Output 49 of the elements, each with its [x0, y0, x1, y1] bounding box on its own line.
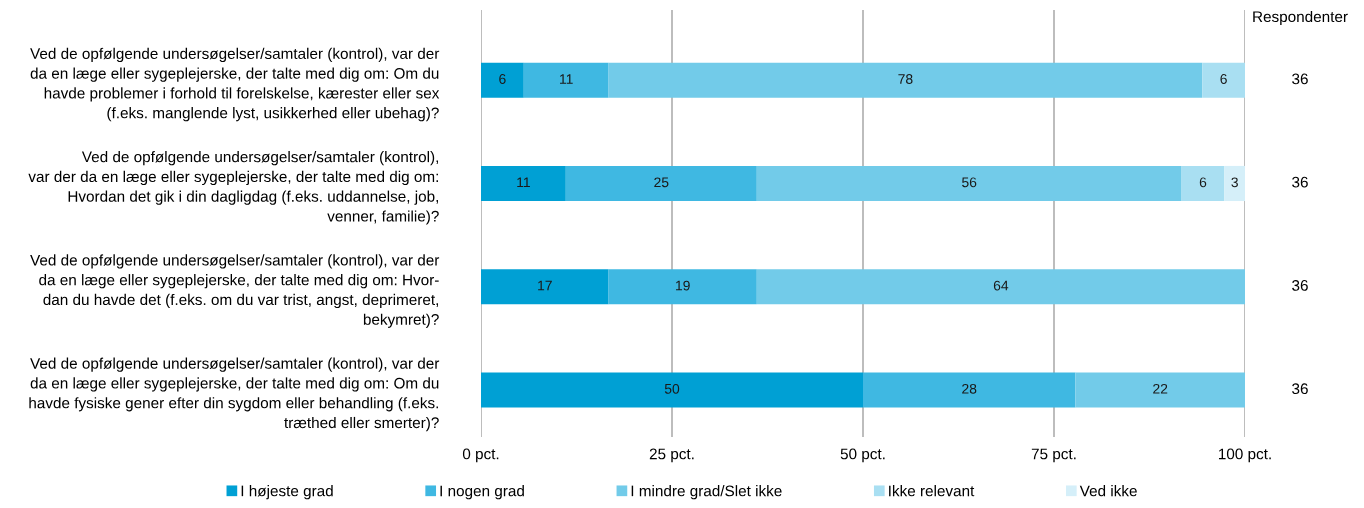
bar [481, 62, 524, 98]
text: 36 [1292, 280, 1308, 291]
data-label: 6 [1199, 177, 1207, 188]
y-tick-label: Ved de opfølgende undersøgelser/samtaler (kontrol), var der da en læge eller sygeplejerske, der talte med dig om: Hvor- dan du havde det (f.eks. om du var trist, angst, deprimeret, bekymret)? [30, 254, 440, 328]
data-label: 22 [1153, 383, 1168, 394]
bar [523, 62, 609, 98]
data-label: 56 [962, 177, 977, 188]
data-label: 19 [676, 280, 690, 291]
x-tick-label: 75 pct. [1031, 448, 1076, 463]
legend-label: Ikke relevant [889, 485, 975, 497]
bar [863, 372, 1076, 408]
text: Respondenter [1253, 10, 1348, 26]
bar [1202, 62, 1245, 98]
bar [481, 165, 566, 202]
data-label: 11 [517, 177, 530, 188]
text: 36 [1292, 383, 1308, 395]
data-label: 11 [560, 74, 573, 84]
data-label: 17 [538, 280, 552, 291]
data-label: 3 [1231, 177, 1238, 188]
data-label: 78 [898, 74, 913, 84]
x-tick-label: 100 pct. [1218, 448, 1271, 463]
text: 36 [1292, 73, 1308, 85]
legend-label: I højeste grad [241, 485, 333, 500]
text: 36 [1292, 176, 1308, 188]
data-label: 6 [499, 74, 506, 84]
data-label: 28 [962, 383, 977, 394]
y-tick-label: Ved de opfølgende undersøgelser/samtaler (kontrol), var der da en læge eller sygeplejerske, der talte med dig om: Hvordan det gik i din dagligdag (f.eks. uddannelse, job, venner, familie)? [28, 151, 439, 225]
bar [608, 62, 1203, 98]
bar [1224, 165, 1245, 202]
y-tick-label: Ved de opfølgende undersøgelser/samtaler (kontrol), var der da en læge eller sygeplejerske, der talte med dig om: Om du havde fysiske gener efter din sygdom eller behandling (f.eks. træthed eller smerter)? [29, 357, 440, 432]
x-tick-label: 0 pct. [462, 448, 499, 463]
y-tick-label: Ved de opfølgende undersøgelser/samtaler (kontrol), var der da en læge eller sygeplejerske, der talte med dig om: Om du havde problemer i forhold til forelskelse, kærester eller sex (f.eks. manglende lyst, usikkerhed eller ubehag)? [30, 47, 440, 122]
bar [1181, 165, 1225, 202]
data-label: 6 [1220, 74, 1227, 84]
bar [481, 269, 609, 305]
data-label: 64 [993, 280, 1009, 291]
data-label: 50 [664, 383, 680, 394]
legend-label: I nogen grad [440, 485, 524, 500]
bar [756, 269, 1245, 305]
bar [565, 165, 757, 202]
data-label: 25 [654, 177, 669, 188]
bar [1075, 372, 1245, 408]
bar [608, 269, 757, 305]
bar [756, 165, 1182, 202]
legend-label: I mindre grad/Slet ikke [631, 485, 782, 500]
legend-label: Ved ikke [1079, 485, 1137, 497]
x-tick-label: 50 pct. [840, 448, 885, 463]
x-tick-label: 25 pct. [649, 448, 694, 463]
bar [481, 372, 863, 408]
